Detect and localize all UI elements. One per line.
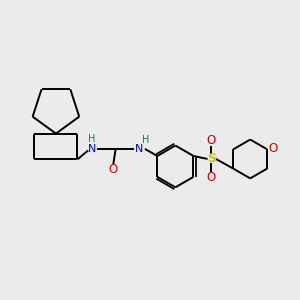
Text: N: N bbox=[88, 144, 96, 154]
Text: O: O bbox=[207, 171, 216, 184]
Text: H: H bbox=[142, 135, 150, 145]
Text: O: O bbox=[207, 134, 216, 147]
Text: O: O bbox=[109, 163, 118, 176]
Text: O: O bbox=[269, 142, 278, 155]
Text: H: H bbox=[88, 134, 96, 144]
Text: S: S bbox=[207, 152, 216, 166]
Text: N: N bbox=[135, 144, 144, 154]
